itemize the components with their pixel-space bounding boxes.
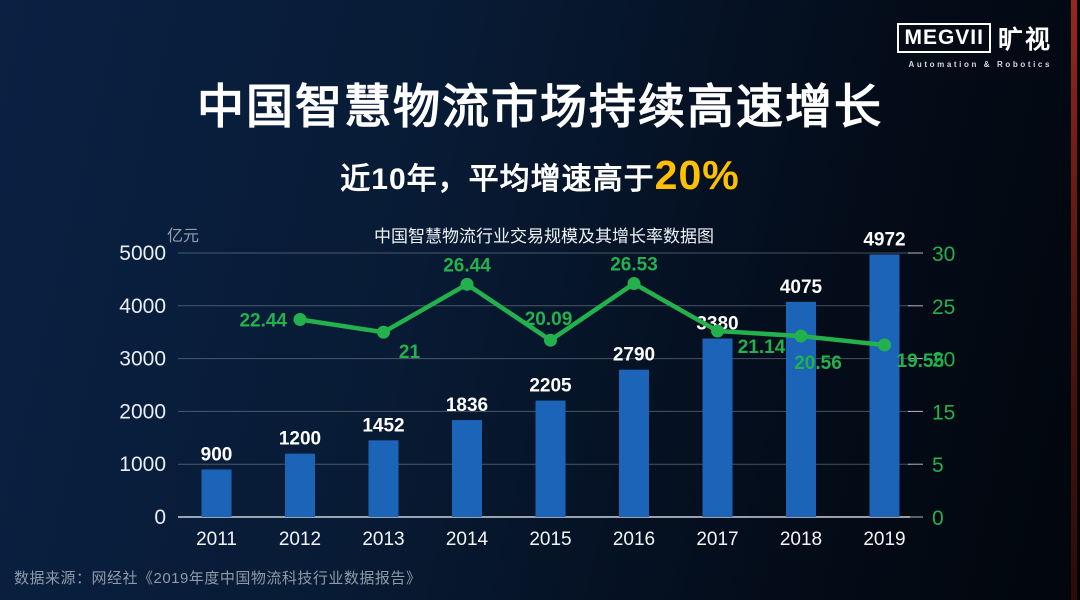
left-axis-tick-label: 0 [154,506,166,529]
x-axis-label: 2018 [780,529,822,550]
chart-title: 中国智慧物流行业交易规模及其增长率数据图 [374,227,714,246]
bar-value-label: 1200 [279,429,321,450]
bar-2015 [535,400,566,517]
bar-value-label: 4075 [780,277,823,298]
growth-rate-line [299,281,885,348]
line-value-label: 21 [399,342,421,363]
x-axis-label: 2017 [696,529,738,550]
x-axis-label: 2016 [613,529,655,550]
right-axis-tick-label: 0 [932,507,944,530]
slide-title: 中国智慧物流市场持续高速增长 [197,80,883,133]
bar-value-label: 1836 [446,395,488,416]
megvii-logo: MEGVII 旷视 Automation & Robotics [897,20,1052,69]
right-edge-black-strip [1077,0,1080,600]
line-value-label: 21.14 [738,337,786,358]
bar-value-label: 2205 [529,376,572,397]
left-axis-tick-label: 4000 [119,295,166,318]
bar-2016 [619,369,649,517]
left-axis-tick-label: 1000 [119,453,166,476]
bar-value-label: 4972 [863,229,905,250]
line-value-label: 26.44 [443,255,491,276]
x-axis-label: 2014 [446,529,489,550]
left-axis-tick-label: 2000 [119,400,166,423]
x-axis-label: 2019 [863,529,905,550]
right-edge-red-accent [1071,0,1077,600]
bar-value-label: 1452 [362,415,404,436]
megvii-tagline: Automation & Robotics [908,60,1052,69]
left-axis-tick-label: 3000 [119,348,166,371]
x-axis-label: 2013 [362,529,404,550]
left-axis-tick-label: 5000 [119,242,166,265]
bar-2011 [201,469,232,517]
slide-subtitle: 近10年，平均增速高于 20% [0,152,1080,199]
line-point-2019 [878,338,891,352]
line-value-label: 22.44 [239,311,287,332]
right-axis-tick-label: 30 [932,243,955,266]
bar-2017 [702,338,733,517]
line-point-2012 [293,313,307,327]
bar-value-label: 3380 [696,314,738,335]
line-point-2016 [627,277,641,291]
subtitle-text: 近10年，平均增速高于 [340,163,655,196]
bar-2012 [285,453,315,517]
megvii-wordmark: MEGVII [897,23,991,53]
right-axis-tick-label: 25 [932,296,955,319]
line-value-label: 20.09 [525,309,573,330]
bar-2019 [869,254,900,517]
line-value-label: 26.53 [610,255,658,276]
line-point-2018 [794,329,808,343]
right-axis-tick-label: 5 [932,454,944,477]
megvii-cn-name: 旷视 [997,26,1052,54]
x-axis-label: 2011 [196,529,237,550]
y-axis-unit-label: 亿元 [167,228,200,245]
line-point-2014 [460,277,474,291]
data-source-note: 数据来源：网经社《2019年度中国物流科技行业数据报告》 [14,570,422,587]
x-axis-label: 2015 [529,529,571,550]
line-point-2013 [377,325,390,339]
right-axis-tick-label: 15 [932,401,955,424]
bar-2014 [452,420,482,517]
right-axis-tick-label: 20 [932,349,955,372]
subtitle-highlight-20pct: 20% [654,152,740,198]
bar-value-label: 2790 [613,345,655,366]
line-value-label: 20.56 [794,353,842,374]
line-point-2017 [711,324,724,338]
x-axis-label: 2012 [279,529,321,550]
combo-chart: 5000 30 4000 25 3000 20 2000 15 1000 5 0 0 900 2011 12… [119,229,955,550]
bar-2013 [368,440,399,517]
line-value-label: 19.55 [897,351,945,372]
bar-value-label: 900 [201,444,233,465]
line-point-2015 [544,333,557,347]
